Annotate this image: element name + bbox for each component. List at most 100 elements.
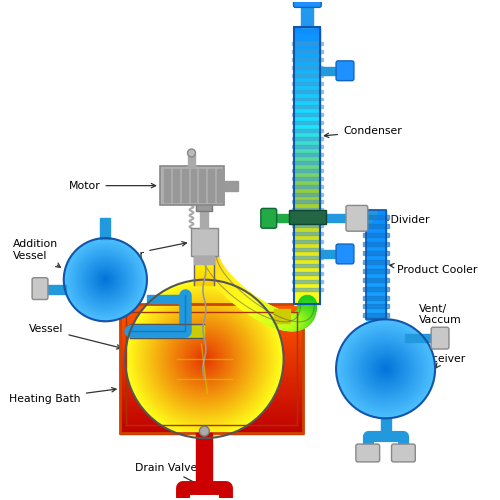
- Text: Condenser: Condenser: [324, 126, 402, 138]
- Bar: [294, 148, 320, 152]
- Circle shape: [98, 272, 112, 287]
- Bar: [120, 426, 304, 428]
- Circle shape: [138, 292, 271, 426]
- Bar: [366, 225, 386, 229]
- Bar: [294, 242, 320, 246]
- Bar: [366, 294, 386, 298]
- Bar: [366, 290, 386, 294]
- Bar: [363, 233, 388, 237]
- Circle shape: [74, 249, 136, 310]
- Bar: [120, 346, 304, 348]
- Bar: [130, 324, 204, 338]
- Circle shape: [203, 358, 206, 360]
- Bar: [363, 242, 388, 246]
- Bar: [120, 410, 304, 413]
- Bar: [294, 48, 320, 52]
- Bar: [120, 420, 304, 424]
- Circle shape: [140, 294, 270, 424]
- Bar: [380, 418, 390, 436]
- Bar: [194, 282, 214, 283]
- Bar: [120, 358, 304, 362]
- Bar: [294, 96, 320, 100]
- Bar: [294, 152, 320, 156]
- Circle shape: [372, 355, 399, 382]
- Bar: [366, 316, 386, 320]
- Bar: [120, 325, 304, 328]
- Bar: [160, 166, 224, 205]
- Circle shape: [192, 346, 217, 372]
- Circle shape: [165, 320, 244, 398]
- Circle shape: [340, 323, 432, 414]
- Bar: [120, 343, 304, 346]
- Bar: [292, 216, 323, 220]
- Bar: [294, 118, 320, 122]
- Bar: [292, 248, 323, 251]
- Bar: [194, 268, 214, 270]
- Bar: [366, 243, 386, 247]
- Bar: [292, 288, 323, 290]
- Circle shape: [94, 269, 116, 290]
- Circle shape: [170, 324, 239, 394]
- Circle shape: [352, 336, 419, 402]
- Circle shape: [130, 284, 279, 434]
- Circle shape: [86, 260, 124, 298]
- Circle shape: [358, 342, 413, 396]
- Bar: [294, 55, 320, 59]
- FancyBboxPatch shape: [32, 278, 48, 299]
- Bar: [194, 278, 214, 280]
- Bar: [363, 224, 388, 228]
- Bar: [294, 249, 320, 253]
- Bar: [294, 159, 320, 163]
- Bar: [190, 228, 218, 256]
- Bar: [366, 236, 386, 240]
- Bar: [294, 79, 320, 83]
- Circle shape: [144, 298, 264, 419]
- Bar: [366, 298, 386, 302]
- Bar: [218, 169, 223, 202]
- Bar: [366, 218, 386, 222]
- Bar: [366, 280, 386, 283]
- Bar: [294, 82, 320, 86]
- Bar: [294, 225, 320, 228]
- Bar: [120, 400, 304, 403]
- Circle shape: [336, 320, 435, 418]
- Bar: [294, 266, 320, 270]
- Bar: [200, 169, 205, 202]
- Bar: [120, 418, 304, 421]
- Bar: [366, 286, 386, 291]
- Circle shape: [186, 340, 224, 378]
- Bar: [366, 301, 386, 306]
- Bar: [294, 208, 320, 212]
- Bar: [120, 361, 304, 364]
- Bar: [366, 265, 386, 269]
- Bar: [294, 62, 320, 66]
- Bar: [120, 348, 304, 352]
- Bar: [366, 305, 386, 309]
- Bar: [294, 274, 320, 277]
- Circle shape: [182, 336, 226, 381]
- Bar: [363, 251, 388, 255]
- Circle shape: [146, 300, 263, 418]
- Bar: [120, 351, 304, 354]
- Bar: [120, 315, 304, 318]
- Circle shape: [200, 354, 209, 364]
- Text: Vent/
Vaccum: Vent/ Vaccum: [420, 304, 462, 334]
- Bar: [120, 328, 304, 330]
- Circle shape: [150, 305, 258, 413]
- Bar: [292, 272, 323, 275]
- Bar: [294, 156, 320, 160]
- Bar: [120, 340, 304, 344]
- Bar: [294, 246, 320, 250]
- Bar: [366, 312, 386, 316]
- Bar: [120, 394, 304, 398]
- Bar: [292, 256, 323, 259]
- Circle shape: [344, 328, 426, 409]
- Bar: [292, 192, 323, 196]
- Bar: [294, 69, 320, 73]
- Bar: [294, 190, 320, 194]
- Circle shape: [82, 256, 129, 304]
- Bar: [120, 423, 304, 426]
- Circle shape: [356, 339, 416, 398]
- Bar: [294, 176, 320, 180]
- Text: Heating Bath: Heating Bath: [10, 388, 116, 404]
